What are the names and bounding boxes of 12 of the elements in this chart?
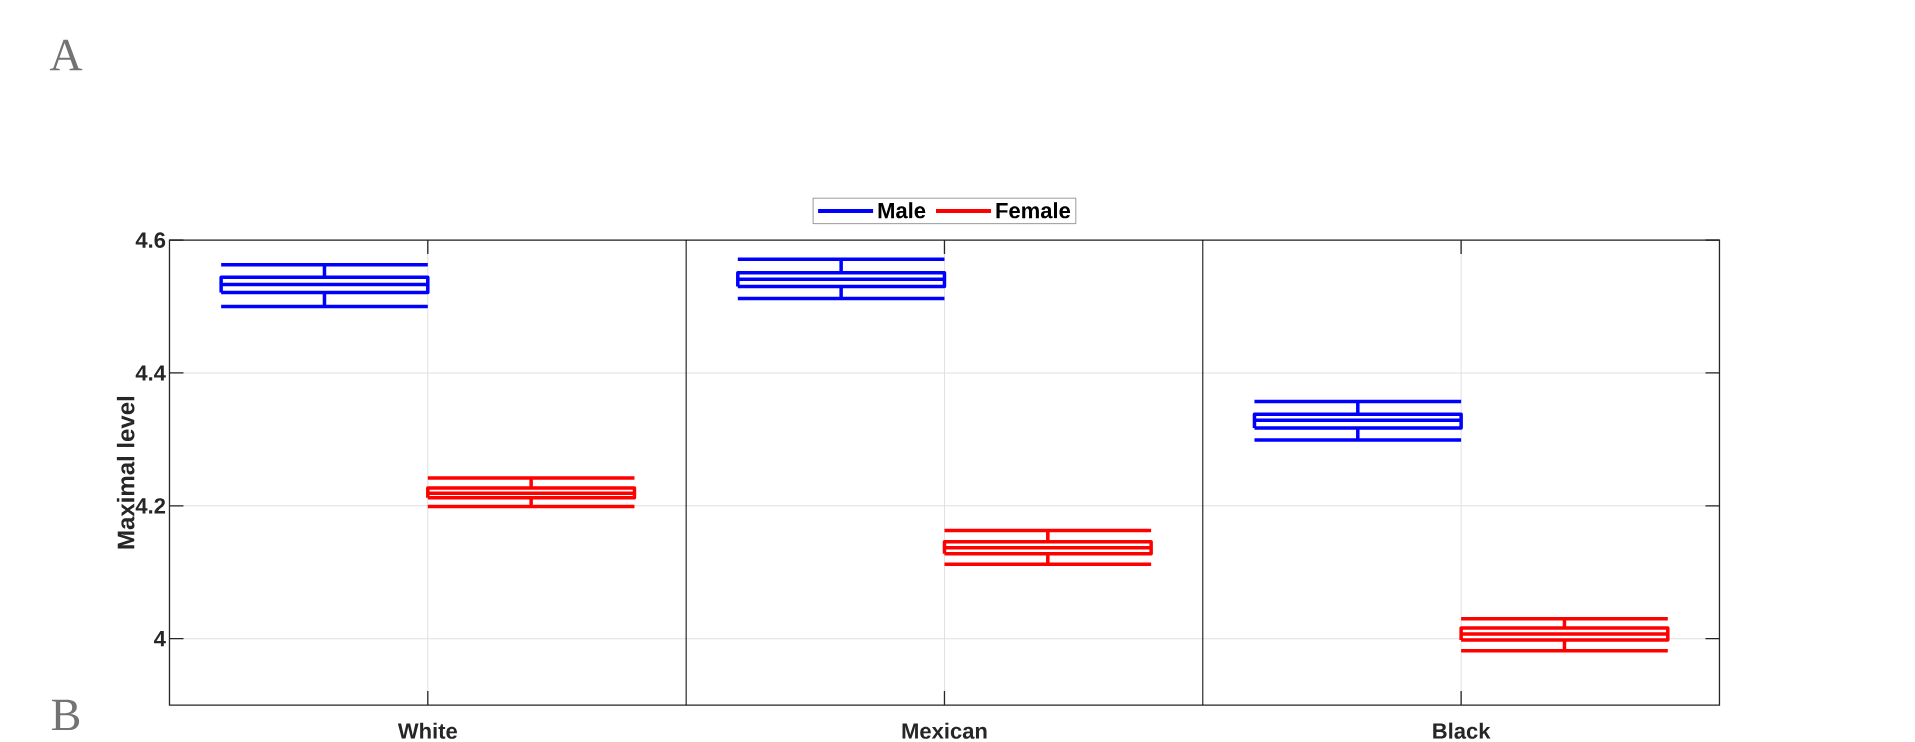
y-tick-label: 4.2 <box>135 498 166 514</box>
y-tick-label: 4.6 <box>135 232 166 248</box>
x-tick-label: Mexican <box>902 722 987 739</box>
text: A <box>49 39 83 71</box>
y-axis-title: Maximal level <box>116 396 135 549</box>
text: B <box>51 699 80 731</box>
y-tick-label: 4 <box>154 631 166 647</box>
legend-label: Female <box>996 202 1071 219</box>
x-tick-label: White <box>397 722 457 739</box>
y-tick-label: 4.4 <box>135 365 166 381</box>
legend-label: Male <box>878 202 926 219</box>
x-tick-label: Black <box>1433 722 1491 739</box>
